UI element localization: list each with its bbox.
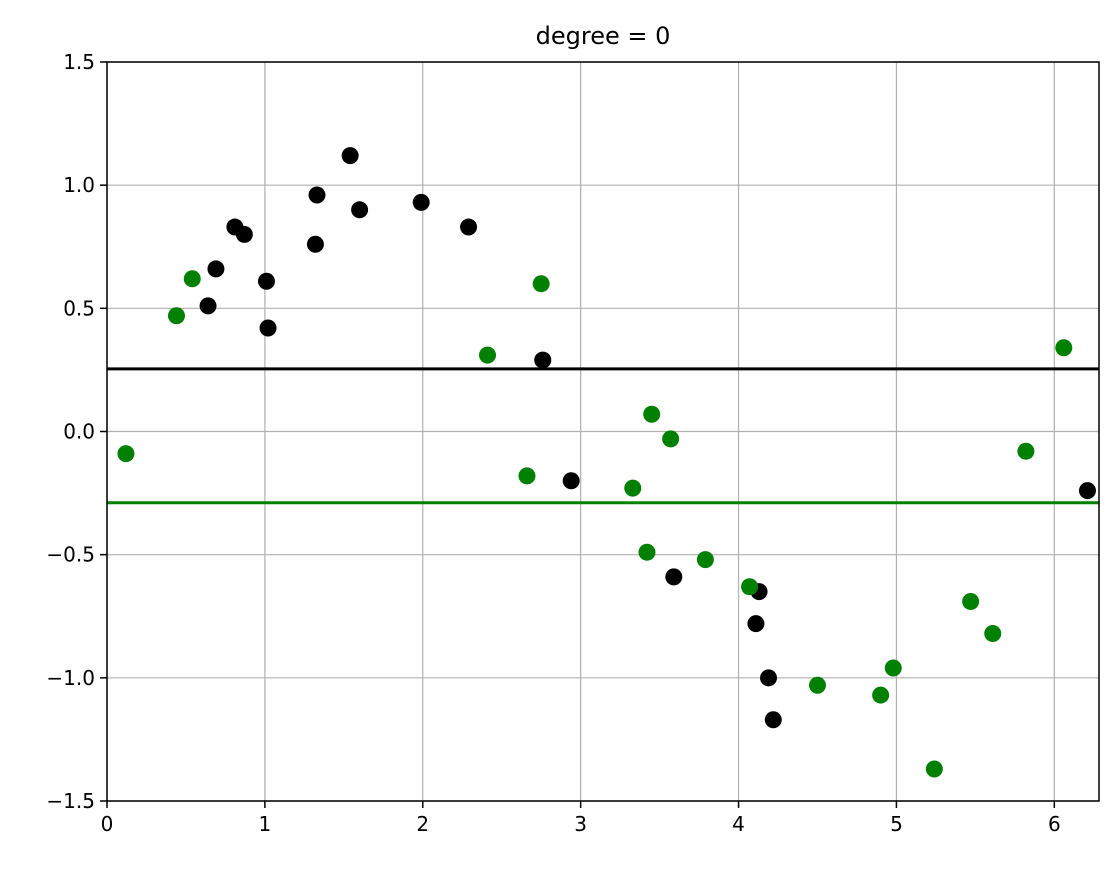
data-point xyxy=(808,676,826,694)
data-point xyxy=(760,669,778,687)
data-point xyxy=(532,275,550,293)
data-point xyxy=(562,472,580,490)
data-point xyxy=(872,686,890,704)
data-point xyxy=(741,578,759,596)
data-point xyxy=(183,270,201,288)
data-point xyxy=(306,235,324,253)
data-point xyxy=(479,346,497,364)
data-point xyxy=(117,445,135,463)
y-tick-label: −1.0 xyxy=(46,666,95,690)
data-point xyxy=(259,319,277,337)
data-point xyxy=(638,543,656,561)
data-point xyxy=(984,624,1002,642)
horizontal-lines xyxy=(107,367,1099,505)
x-tick-label: 4 xyxy=(732,812,745,836)
data-point xyxy=(764,711,782,729)
data-point xyxy=(643,405,661,423)
data-point xyxy=(1078,482,1096,500)
grid xyxy=(106,61,1099,802)
data-point xyxy=(534,351,552,369)
x-tick-label: 0 xyxy=(101,812,114,836)
y-tick-label: 1.5 xyxy=(63,50,95,74)
data-point xyxy=(747,615,765,633)
y-axis-ticks: −1.5 −1.0 −0.5 0.0 0.5 1.0 1.5 xyxy=(46,50,107,813)
data-point xyxy=(460,218,478,236)
data-point xyxy=(1055,339,1073,357)
x-tick-label: 1 xyxy=(259,812,272,836)
data-point xyxy=(167,307,185,325)
x-tick-label: 3 xyxy=(574,812,587,836)
data-point xyxy=(341,147,359,165)
y-tick-label: 0.0 xyxy=(63,420,95,444)
data-point xyxy=(351,201,369,219)
x-tick-label: 5 xyxy=(890,812,903,836)
data-point xyxy=(412,193,430,211)
data-point xyxy=(662,430,680,448)
data-point xyxy=(257,272,275,290)
x-axis-ticks: 0 1 2 3 4 5 6 xyxy=(101,801,1061,836)
data-point xyxy=(199,297,217,315)
data-points xyxy=(117,147,1096,778)
data-point xyxy=(518,467,536,485)
data-point xyxy=(207,260,225,278)
data-point xyxy=(308,186,326,204)
y-tick-label: −0.5 xyxy=(46,543,95,567)
data-point xyxy=(925,760,943,778)
y-tick-label: 1.0 xyxy=(63,173,95,197)
data-point xyxy=(696,551,714,569)
y-tick-label: −1.5 xyxy=(46,789,95,813)
data-point xyxy=(624,479,642,497)
data-point xyxy=(884,659,902,677)
chart-title: degree = 0 xyxy=(536,22,671,50)
x-tick-label: 6 xyxy=(1048,812,1061,836)
data-point xyxy=(665,568,683,586)
data-point xyxy=(235,225,253,243)
x-tick-label: 2 xyxy=(416,812,429,836)
data-point xyxy=(1017,442,1035,460)
data-point xyxy=(962,592,980,610)
y-tick-label: 0.5 xyxy=(63,296,95,320)
